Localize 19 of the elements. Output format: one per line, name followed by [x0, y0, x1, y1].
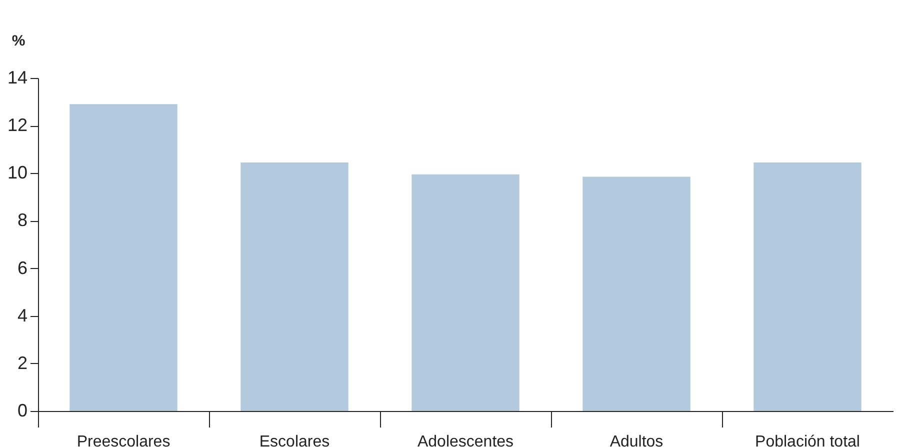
y-tick-label: 12 — [7, 115, 28, 136]
y-tick-label: 6 — [17, 258, 28, 278]
x-tick-label: Población total — [755, 434, 860, 447]
y-tick-label: 10 — [7, 162, 28, 183]
y-axis-title: % — [12, 32, 26, 50]
y-tick-label: 8 — [17, 210, 28, 230]
y-tick-label: 2 — [17, 352, 28, 373]
bar — [70, 104, 178, 411]
bar — [412, 174, 520, 411]
x-tick-label: Adultos — [610, 434, 664, 447]
y-tick-label: 4 — [17, 305, 28, 326]
x-tick-label: Escolares — [259, 434, 330, 447]
bar — [754, 162, 862, 411]
y-tick-label: 14 — [7, 68, 28, 88]
bar — [240, 162, 348, 411]
y-tick-label: 0 — [17, 400, 28, 420]
bar — [582, 176, 690, 411]
x-tick-label: Preescolares — [76, 434, 170, 447]
x-tick-label: Adolescentes — [417, 434, 514, 447]
